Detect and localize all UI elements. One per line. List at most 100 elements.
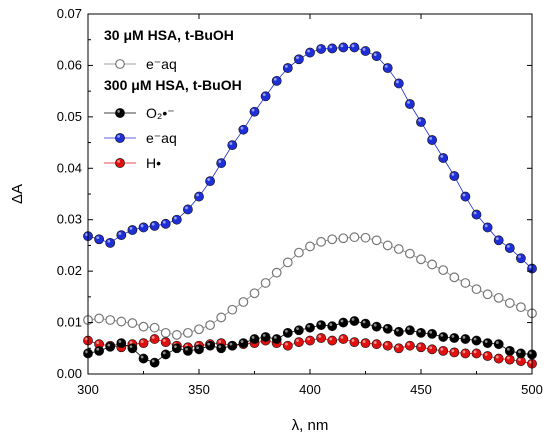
data-point [416,342,426,353]
y-axis-label: ΔA [9,184,26,204]
data-point [216,343,227,354]
data-point [371,339,382,350]
data-point [349,337,360,348]
data-point [416,117,426,127]
data-point [338,317,349,328]
data-point [94,313,104,324]
data-point [205,340,215,351]
data-point-highlight [307,337,310,341]
data-point [493,235,504,246]
data-point [516,302,526,313]
legend-entry: e⁻aq [104,130,177,146]
legend-marker [115,59,125,69]
data-point-highlight [129,227,133,230]
data-point [138,321,149,332]
data-point-highlight [440,347,444,351]
legend-marker-highlight [117,160,120,163]
ticks-layer: 300 350 400 450 500 0.00 0.01 0.02 0.03 0.04 0.05 0… [57,6,543,397]
data-point [504,345,515,356]
data-point [349,316,360,326]
data-point-highlight [285,65,288,68]
data-point [460,334,471,344]
data-point-highlight [451,173,455,176]
data-point-highlight [151,359,155,363]
data-point-highlight [373,53,377,56]
data-point-highlight [507,347,510,351]
data-point-highlight [362,48,366,51]
data-point [216,158,227,169]
data-point [305,47,315,58]
data-point [404,325,415,336]
data-point-highlight [318,322,322,325]
data-point [382,240,393,251]
series-layer [83,42,537,369]
x-tick-label: 450 [410,382,432,397]
data-point-highlight [396,328,399,332]
data-point-highlight [162,339,166,342]
data-point [238,338,249,349]
data-point [160,327,171,338]
data-point-highlight [484,353,488,356]
legend-group2-title: 300 μM HSA, t-BuOH [104,77,242,93]
data-point [449,347,460,358]
data-point [194,324,204,335]
data-point [171,214,182,225]
data-point-highlight [262,333,266,337]
data-point [393,326,404,337]
data-point [171,330,182,340]
legend-entry: O₂•⁻ [104,105,175,121]
data-point [105,341,116,352]
data-point [449,272,460,283]
data-point-highlight [85,233,88,236]
data-point-highlight [240,126,244,130]
data-point [438,332,449,342]
data-point [405,248,415,259]
legend: 30 μM HSA, t-BuOH 300 μM HSA, t-BuOH e⁻a… [104,27,242,171]
data-point [471,348,482,359]
data-point-highlight [440,155,444,158]
data-point-highlight [340,319,344,323]
data-point [482,222,493,233]
data-point [94,345,104,356]
data-point-highlight [296,56,299,60]
data-point [149,334,160,344]
data-point-highlight [529,351,532,355]
data-point [249,288,260,299]
data-point-highlight [518,358,521,361]
legend-marker [115,108,125,118]
data-point-highlight [196,346,200,350]
legend-entry: e⁻aq [104,56,177,72]
data-point [371,51,382,62]
data-point [282,327,293,338]
data-point-highlight [96,341,100,344]
data-point [460,348,471,359]
data-point [282,63,293,73]
data-point-highlight [307,49,310,53]
legend-marker-highlight [117,110,120,113]
data-point [182,327,193,338]
data-point-highlight [151,222,155,226]
data-point-highlight [529,265,532,269]
data-point-highlight [285,342,288,346]
data-point [382,323,393,334]
data-point-highlight [451,335,455,338]
y-tick-label: 0.04 [57,160,82,175]
data-point-highlight [251,108,255,112]
data-point-highlight [418,329,421,333]
y-tick-label: 0.01 [57,315,82,330]
data-point [504,354,515,365]
data-point [482,338,493,349]
data-point-highlight [407,342,410,346]
data-point [338,233,349,244]
data-point-highlight [207,178,211,181]
data-point [382,63,393,73]
data-point-highlight [351,318,355,321]
data-point [260,91,271,102]
data-point [127,318,138,328]
data-point [360,318,371,329]
data-point [216,312,227,323]
data-point-highlight [340,44,344,48]
legend-marker-highlight [117,135,120,138]
legend-marker [115,133,125,143]
